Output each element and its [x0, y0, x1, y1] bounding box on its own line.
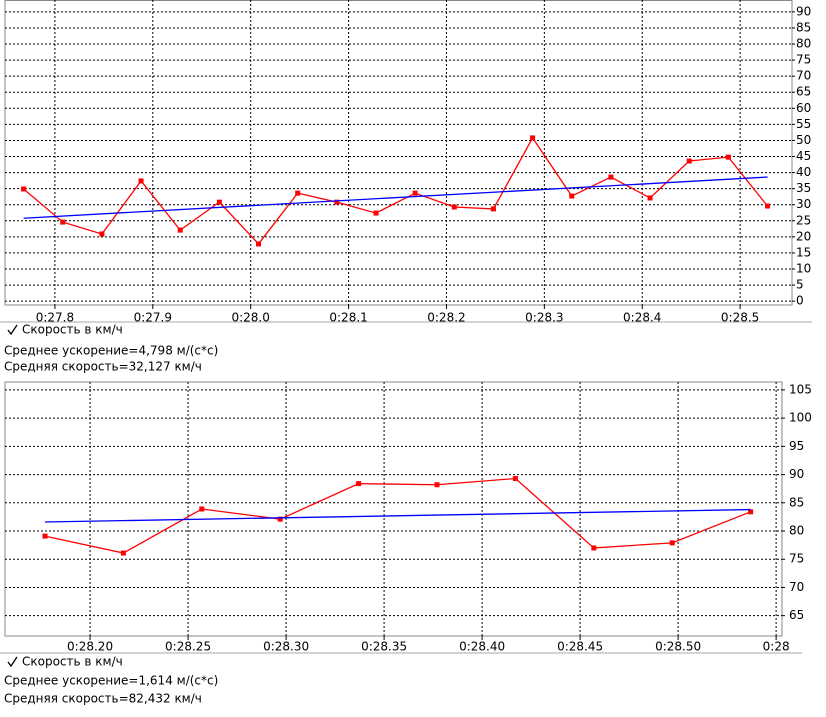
y-tick-label: 90: [789, 467, 804, 481]
y-tick-label: 80: [789, 524, 804, 538]
x-tick-label: 0:28.0: [231, 311, 269, 325]
x-tick-label: 0:28.3: [525, 311, 563, 325]
y-tick-label: 100: [789, 411, 812, 425]
y-tick-label: 65: [789, 608, 804, 622]
y-tick-label: 50: [796, 133, 811, 147]
x-tick-label: 0:28.35: [361, 640, 407, 654]
point: [356, 481, 362, 487]
point: [512, 476, 518, 482]
y-tick-label: 80: [796, 37, 811, 51]
y-tick-label: 45: [796, 149, 811, 163]
legend-label: Скорость в км/ч: [22, 655, 123, 669]
y-tick-label: 55: [796, 117, 811, 131]
y-tick-label: 85: [796, 20, 811, 34]
y-tick-label: 65: [796, 85, 811, 99]
x-tick-label: 0:28: [763, 640, 790, 654]
y-tick-label: 0: [796, 294, 804, 308]
check-mark: [7, 656, 18, 668]
y-tick-label: 75: [789, 552, 804, 566]
point: [412, 190, 418, 196]
point: [295, 190, 301, 196]
y-tick-label: 60: [796, 101, 811, 115]
point: [451, 204, 457, 210]
check-mark: [7, 324, 18, 336]
y-tick-label: 40: [796, 165, 811, 179]
y-tick-label: 70: [789, 580, 804, 594]
y-tick-label: 5: [796, 278, 804, 292]
point: [42, 533, 48, 539]
point: [765, 203, 771, 209]
point: [256, 241, 262, 247]
point: [725, 154, 731, 160]
series-line: [44, 477, 751, 554]
series-line: [23, 136, 769, 245]
y-tick-label: 20: [796, 229, 811, 243]
annotation: Среднее ускорение=4,798 м/(с*с): [4, 344, 218, 358]
annotation: Средняя скорость=82,432 км/ч: [4, 692, 202, 706]
x-tick-label: 0:28.5: [721, 311, 759, 325]
point: [608, 174, 614, 180]
y-tick-label: 75: [796, 53, 811, 67]
x-tick-label: 0:28.50: [655, 640, 701, 654]
point: [591, 545, 597, 551]
series-line: [23, 176, 768, 219]
point: [216, 199, 222, 205]
point: [199, 506, 205, 512]
point: [686, 158, 692, 164]
point: [669, 540, 675, 546]
y-tick-label: 95: [789, 439, 804, 453]
legend-label: Скорость в км/ч: [22, 323, 123, 337]
x-tick-label: 0:28.25: [165, 640, 211, 654]
y-tick-label: 30: [796, 197, 811, 211]
point: [334, 199, 340, 205]
x-tick-label: 0:28.40: [459, 640, 505, 654]
point: [120, 550, 126, 556]
annotation: Среднее ускорение=1,614 м/(с*с): [4, 674, 218, 688]
y-tick-label: 90: [796, 4, 811, 18]
x-tick-label: 0:28.20: [67, 640, 113, 654]
point: [569, 193, 575, 199]
point: [177, 227, 183, 233]
point: [530, 135, 536, 141]
point: [748, 509, 754, 515]
y-tick-label: 105: [789, 382, 812, 396]
y-tick-label: 25: [796, 213, 811, 227]
x-tick-label: 0:28.1: [329, 311, 367, 325]
y-tick-label: 10: [796, 262, 811, 276]
series-line: [44, 508, 751, 523]
x-tick-label: 0:28.45: [557, 640, 603, 654]
point: [373, 210, 379, 216]
point: [21, 186, 27, 192]
x-tick-label: 0:28.4: [623, 311, 661, 325]
x-tick-label: 0:27.8: [36, 311, 74, 325]
point: [138, 178, 144, 184]
point: [99, 231, 105, 237]
y-tick-label: 15: [796, 245, 811, 259]
x-tick-label: 0:27.9: [134, 311, 172, 325]
point: [277, 516, 283, 522]
x-tick-label: 0:28.2: [427, 311, 465, 325]
y-tick-label: 70: [796, 69, 811, 83]
y-tick-label: 35: [796, 181, 811, 195]
plot-frame: [4, 381, 783, 637]
plot-frame: [4, 0, 793, 306]
point: [647, 195, 653, 201]
x-tick-label: 0:28.30: [263, 640, 309, 654]
point: [490, 206, 496, 212]
annotation: Средняя скорость=32,127 км/ч: [4, 360, 202, 374]
point: [434, 482, 440, 488]
y-tick-label: 85: [789, 495, 804, 509]
point: [60, 219, 66, 225]
